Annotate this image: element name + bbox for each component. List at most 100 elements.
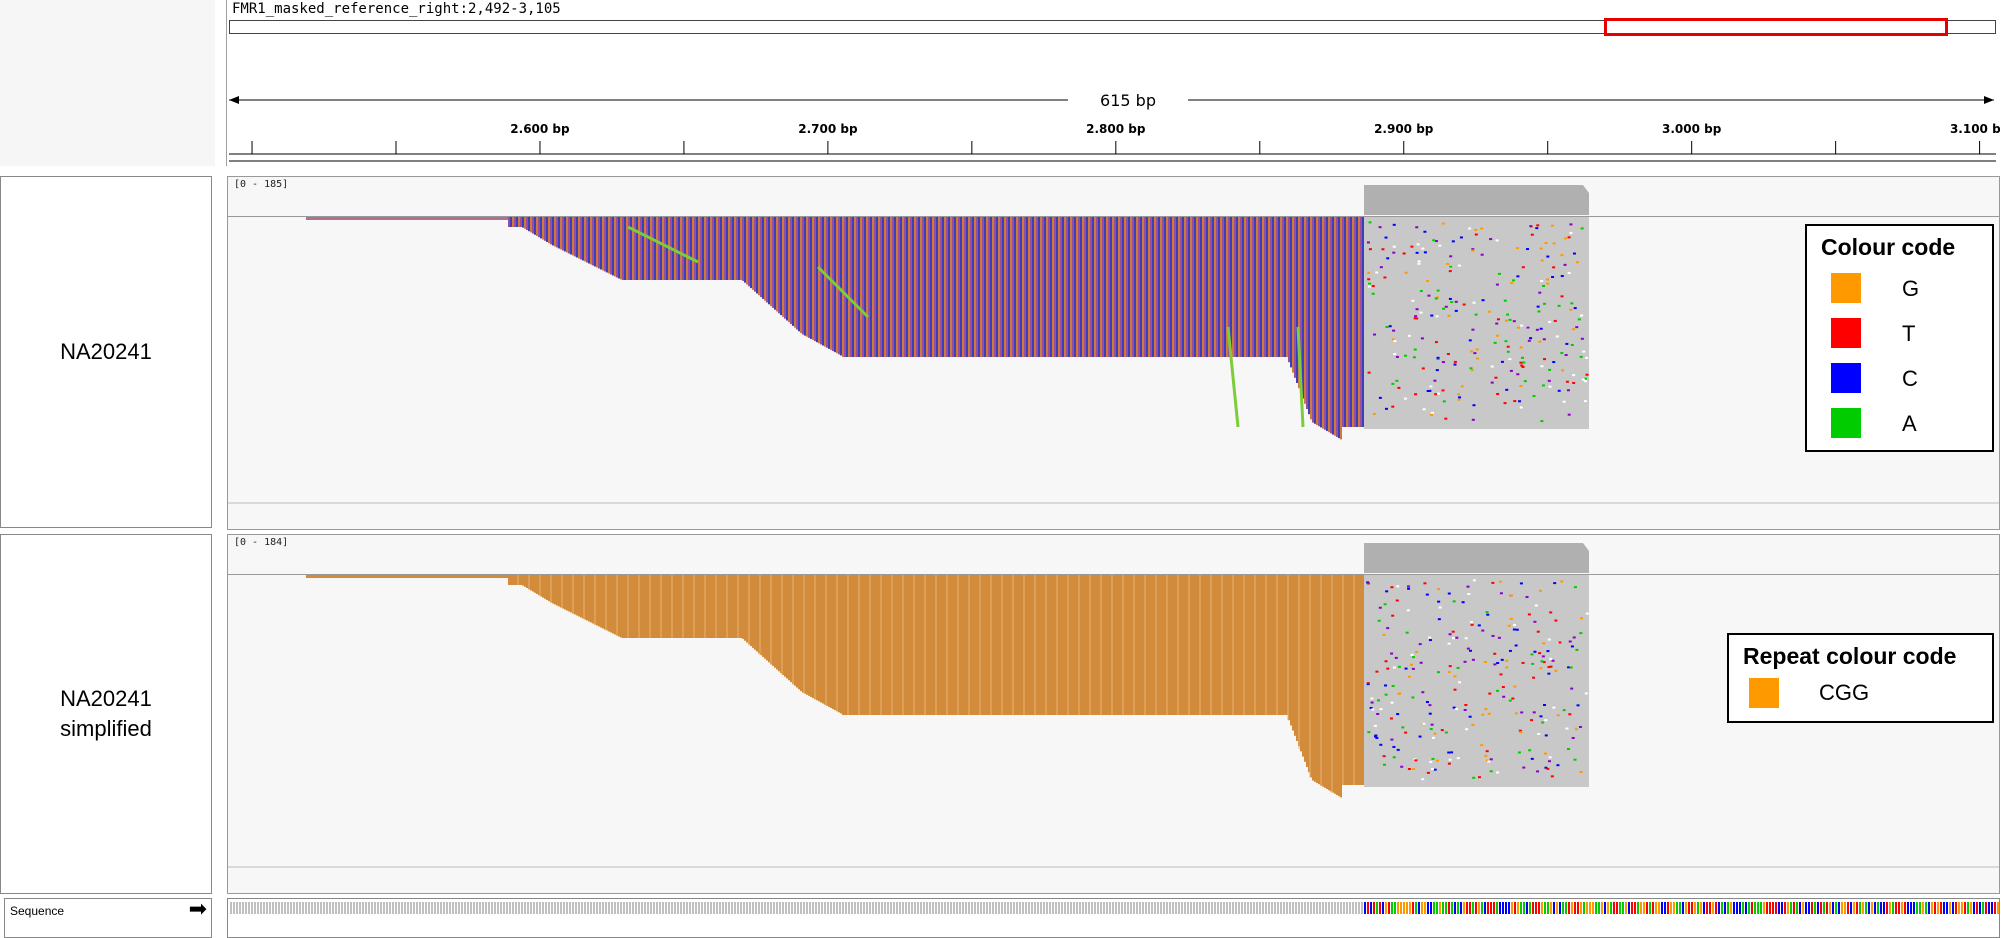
reads-canvas[interactable] <box>228 535 2000 894</box>
ruler[interactable]: 615 bp 2.600 bp 2.700 bp 2.800 bp 2.900 bp 3… <box>226 86 2000 166</box>
mismatch-mark <box>1495 283 1499 286</box>
read-column <box>848 217 850 357</box>
read-column <box>1192 217 1194 357</box>
read-column <box>1000 217 1002 357</box>
strand-arrow-icon[interactable]: ➡ <box>188 896 207 921</box>
mismatch-mark <box>1413 348 1417 351</box>
read-column <box>1160 575 1162 715</box>
mismatch-mark <box>1496 318 1500 321</box>
read-column <box>736 575 738 638</box>
base-mark <box>1175 902 1177 914</box>
base-mark <box>629 902 631 914</box>
mismatch-mark <box>1569 308 1573 311</box>
mismatch-mark <box>1375 670 1379 673</box>
read-column <box>770 217 772 307</box>
base-mark <box>1334 902 1336 914</box>
base-mark <box>548 902 550 914</box>
read-column <box>972 575 974 715</box>
base-mark <box>521 902 523 914</box>
base-mark <box>728 902 730 914</box>
mismatch-mark <box>1570 687 1574 690</box>
read-column <box>918 217 920 357</box>
mismatch-mark <box>1538 589 1542 592</box>
read-column <box>1186 575 1188 715</box>
read-column <box>1348 217 1350 427</box>
read-column <box>1246 217 1248 357</box>
base-mark <box>1151 902 1153 914</box>
mismatch-mark <box>1579 770 1583 773</box>
chromosome-ideogram[interactable] <box>229 20 1996 34</box>
mismatch-mark <box>1433 732 1437 735</box>
sequence-track[interactable] <box>227 898 2000 938</box>
read-column <box>776 575 778 670</box>
mismatch-mark <box>1577 318 1581 321</box>
base-mark <box>884 902 886 914</box>
sequence-track-name[interactable]: Sequence ➡ <box>4 896 212 938</box>
base-mark <box>1283 902 1285 914</box>
current-region-highlight[interactable] <box>1604 18 1948 36</box>
track-name-na20241[interactable]: NA20241 <box>0 176 212 528</box>
base-mark <box>1736 902 1738 914</box>
read-column <box>902 217 904 357</box>
legend-item-a: A <box>1902 411 1917 436</box>
base-mark <box>443 902 445 914</box>
read-column <box>1050 575 1052 715</box>
mismatch-mark <box>1371 292 1375 295</box>
base-mark <box>1967 902 1969 914</box>
read-column <box>1222 575 1224 715</box>
mismatch-mark <box>1419 289 1423 292</box>
mismatch-mark <box>1554 619 1558 622</box>
read-column <box>1282 575 1284 715</box>
base-mark <box>251 902 253 914</box>
read-column <box>884 217 886 357</box>
reads-canvas[interactable] <box>228 177 2000 530</box>
read-column <box>1252 575 1254 715</box>
read-column <box>1110 575 1112 715</box>
mismatch-mark <box>1415 226 1419 229</box>
mismatch-mark <box>1485 611 1489 614</box>
base-mark <box>1106 902 1108 914</box>
read-column <box>928 217 930 357</box>
read-column <box>804 217 806 336</box>
alignment-panel-na20241-simplified[interactable]: [0 - 184] <box>227 534 2000 894</box>
read-column <box>678 217 680 280</box>
base-mark <box>938 902 940 914</box>
mismatch-mark <box>1419 661 1423 664</box>
mismatch-mark <box>1458 396 1462 399</box>
mismatch-mark <box>1538 652 1542 655</box>
base-mark <box>845 902 847 914</box>
base-mark <box>578 902 580 914</box>
read-column <box>1102 217 1104 357</box>
mismatch-mark <box>1415 251 1419 254</box>
base-mark <box>1748 902 1750 914</box>
mismatch-mark <box>1500 658 1504 661</box>
read-column <box>716 217 718 280</box>
read-column <box>596 575 598 626</box>
mismatch-mark <box>1519 346 1523 349</box>
splitter[interactable] <box>215 0 225 938</box>
read-column <box>934 217 936 357</box>
mismatch-mark <box>1420 337 1424 340</box>
mismatch-mark <box>1368 221 1372 224</box>
mismatch-mark <box>1495 334 1499 337</box>
base-mark <box>1277 902 1279 914</box>
read-column <box>898 217 900 357</box>
mismatch-mark <box>1392 245 1396 248</box>
read-column <box>900 217 902 357</box>
mismatch-mark <box>1397 665 1401 668</box>
alignment-panel-na20241[interactable]: [0 - 185] <box>227 176 2000 530</box>
read-column <box>1066 217 1068 357</box>
mismatch-mark <box>1498 580 1502 583</box>
mismatch-mark <box>1536 630 1540 633</box>
read-column <box>1168 575 1170 715</box>
read-column <box>1196 217 1198 357</box>
read-column <box>632 575 634 638</box>
base-mark <box>767 902 769 914</box>
mismatch-mark <box>1578 725 1582 728</box>
mismatch-mark <box>1385 590 1389 593</box>
read-column <box>742 217 744 281</box>
read-column <box>538 217 540 238</box>
read-column <box>652 575 654 638</box>
track-name-na20241-simplified[interactable]: NA20241 simplified <box>0 534 212 894</box>
read-column <box>794 217 796 328</box>
